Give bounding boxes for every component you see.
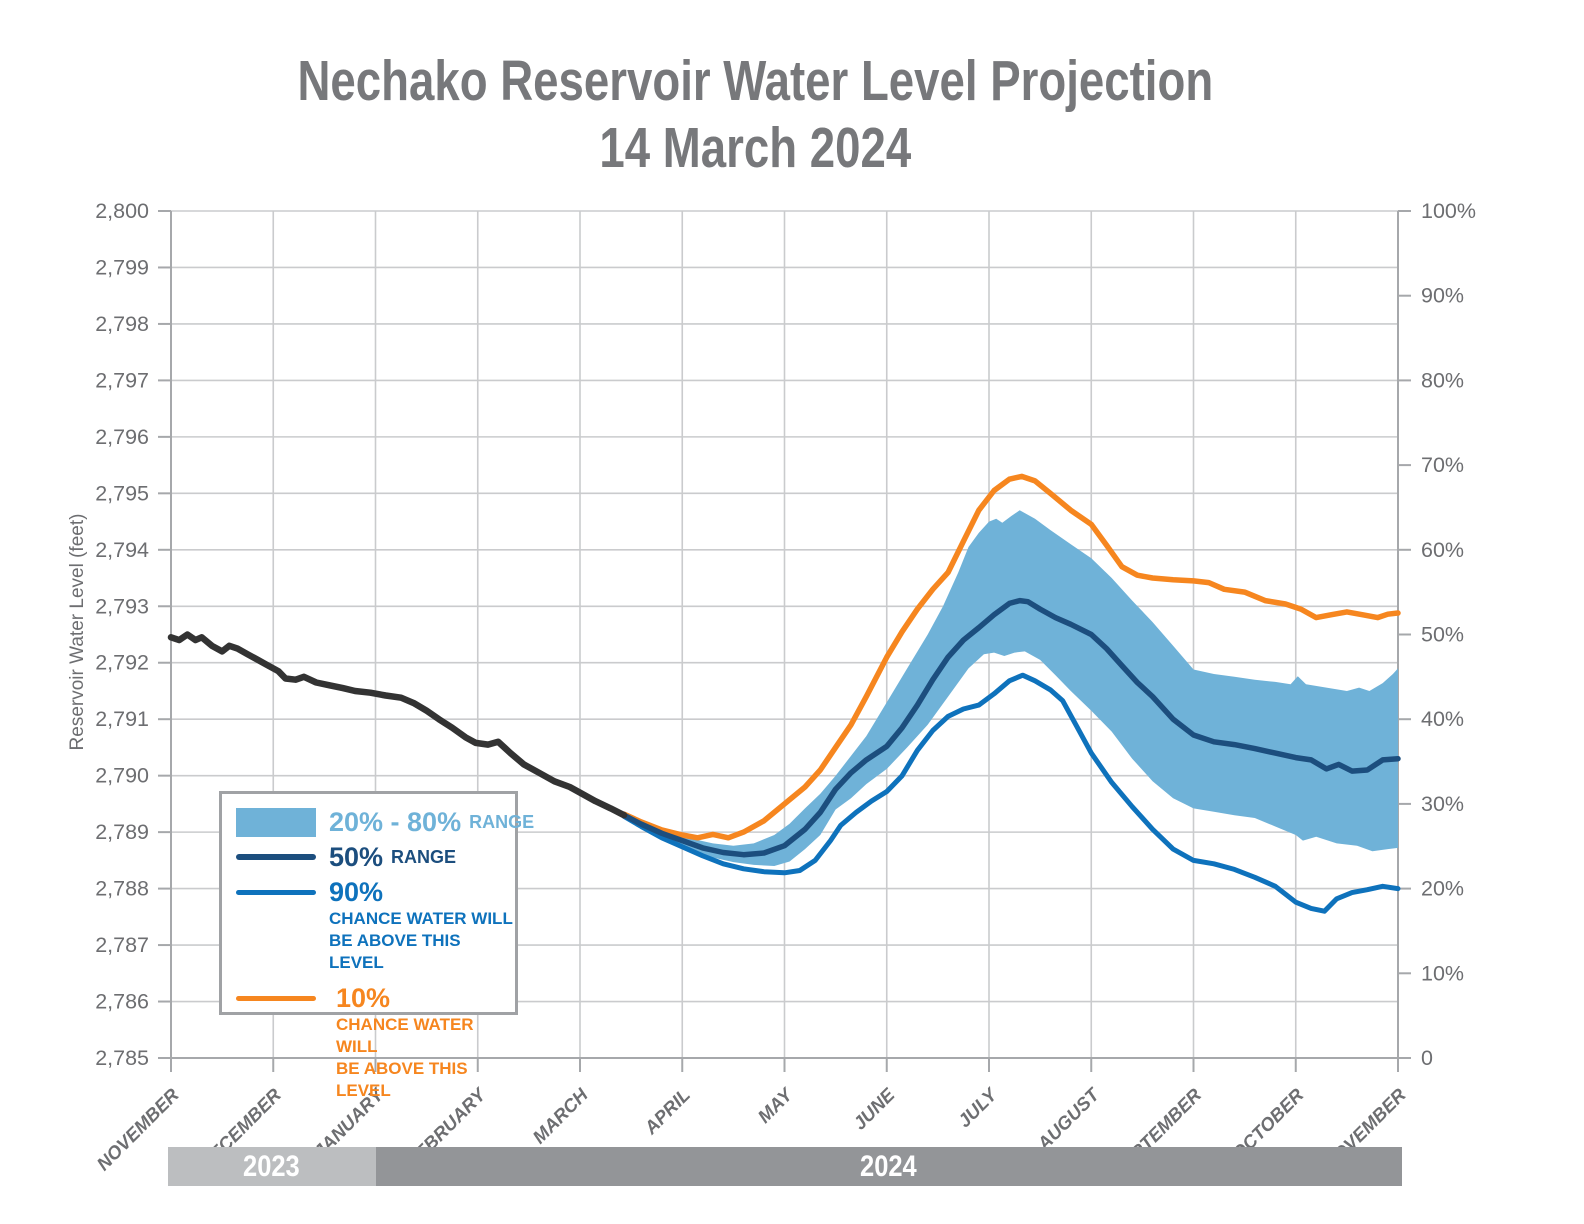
p50-sublabel: RANGE	[391, 846, 457, 867]
band-swatch	[236, 807, 316, 837]
legend-row-p50: 50% RANGE	[236, 841, 515, 873]
p90-swatch	[236, 889, 316, 895]
legend-row-band: 20% - 80% RANGE	[236, 806, 534, 838]
svg-text:70%: 70%	[1421, 453, 1464, 477]
svg-text:JULY: JULY	[954, 1083, 1002, 1131]
svg-text:20%: 20%	[1421, 877, 1464, 901]
svg-text:2,787: 2,787	[95, 933, 149, 957]
y-axis-title: Reservoir Water Level (feet)	[67, 513, 88, 751]
historical-line	[167, 631, 628, 819]
svg-text:AUGUST: AUGUST	[1032, 1083, 1104, 1155]
svg-text:2,797: 2,797	[95, 368, 149, 392]
svg-text:MAY: MAY	[753, 1083, 797, 1127]
svg-text:100%: 100%	[1421, 199, 1476, 223]
p10-label: 10%	[336, 982, 391, 1013]
svg-text:2,791: 2,791	[95, 707, 149, 731]
svg-text:60%: 60%	[1421, 538, 1464, 562]
svg-text:2,795: 2,795	[95, 481, 149, 505]
svg-text:2,799: 2,799	[95, 255, 149, 279]
svg-text:30%: 30%	[1421, 792, 1464, 816]
year-2023-label: 2023	[243, 1149, 301, 1183]
year-bar-2024: 2024	[375, 1147, 1402, 1186]
legend-box: 20% - 80% RANGE 50% RANGE 90% CHANCE WAT…	[219, 791, 534, 1100]
svg-text:JUNE: JUNE	[849, 1084, 899, 1134]
band-20-80	[631, 510, 1398, 866]
svg-text:0: 0	[1421, 1046, 1433, 1070]
chart-title-line1: Nechako Reservoir Water Level Projection	[297, 49, 1213, 113]
svg-text:2,798: 2,798	[95, 312, 149, 336]
chart-title-line2: 14 March 2024	[599, 116, 911, 181]
svg-text:APRIL: APRIL	[639, 1084, 694, 1139]
svg-text:40%: 40%	[1421, 707, 1464, 731]
svg-text:10%: 10%	[1421, 961, 1464, 985]
p10-swatch	[236, 995, 316, 1001]
chart-title: Nechako Reservoir Water Level Projection…	[0, 48, 1510, 183]
p50-line	[621, 597, 1401, 858]
svg-text:2,788: 2,788	[95, 877, 149, 901]
svg-text:2,785: 2,785	[95, 1046, 149, 1070]
p10-description: CHANCE WATER WILL BE ABOVE THIS LEVEL	[336, 1015, 474, 1100]
svg-text:2,792: 2,792	[95, 651, 149, 675]
p50-label: 50%	[329, 841, 384, 872]
svg-text:2,794: 2,794	[95, 538, 149, 562]
svg-text:MARCH: MARCH	[528, 1084, 592, 1148]
left-tick-labels: 2,785 2,786 2,787 2,788 2,789 2,790 2,791 2,792…	[95, 199, 149, 1070]
p90-label: 90%	[329, 876, 384, 907]
p10-line	[621, 473, 1401, 841]
legend-row-p90: 90%	[236, 876, 515, 908]
right-tick-labels: 0 10% 20% 30% 40% 50% 60% 70% 80% 90% 100%	[1421, 199, 1476, 1070]
svg-text:2,796: 2,796	[95, 425, 149, 449]
svg-text:2,800: 2,800	[95, 199, 149, 223]
band-label: 20% - 80%	[329, 806, 462, 837]
svg-text:2,790: 2,790	[95, 764, 149, 788]
svg-text:80%: 80%	[1421, 368, 1464, 392]
legend-row-p10: 10%	[236, 982, 515, 1014]
p50-swatch	[236, 854, 316, 860]
svg-text:2,789: 2,789	[95, 820, 149, 844]
p90-description: CHANCE WATER WILL BE ABOVE THIS LEVEL	[329, 909, 513, 972]
year-bar-2023: 2023	[168, 1147, 376, 1186]
year-2024-label: 2024	[860, 1149, 918, 1183]
svg-text:90%: 90%	[1421, 284, 1464, 308]
svg-text:2,786: 2,786	[95, 990, 149, 1014]
svg-text:50%: 50%	[1421, 623, 1464, 647]
svg-text:2,793: 2,793	[95, 594, 149, 618]
p90-line	[621, 672, 1401, 914]
band-sublabel: RANGE	[469, 811, 535, 832]
